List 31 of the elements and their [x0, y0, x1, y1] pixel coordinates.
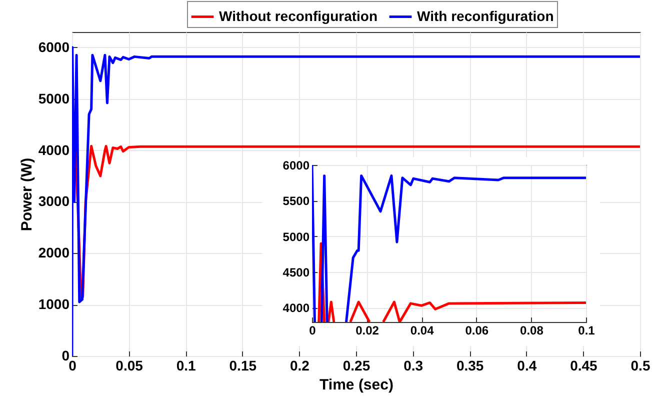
y-tick-label: 3000 [38, 193, 70, 210]
x-tick-label: 0.3 [404, 358, 424, 374]
x-tick-label: 0.05 [116, 358, 144, 374]
x-tick-label: 0.25 [342, 358, 370, 374]
y-tick-label: 4000 [282, 301, 310, 316]
x-tick-label: 0.02 [356, 324, 380, 338]
x-tick-label: 0.5 [630, 358, 650, 374]
y-tick-label: 5000 [38, 90, 70, 106]
y-tick-label: 4000 [38, 142, 70, 158]
x-tick-label: 0.1 [176, 358, 196, 374]
x-tick-label: 0.15 [229, 358, 257, 374]
y-axis-title: Power (W) [18, 158, 36, 232]
x-tick-label: 0.06 [465, 324, 489, 338]
x-tick-label: 0.35 [456, 358, 484, 374]
x-tick-label: 0.45 [570, 358, 598, 374]
x-tick-label: 0.4 [517, 358, 537, 374]
y-tick-label: 1000 [38, 296, 70, 312]
x-tick-label: 0.08 [520, 324, 544, 338]
y-tick-label: 4500 [282, 266, 310, 280]
x-axis-title: Time (sec) [320, 376, 394, 394]
legend-label: Without reconfiguration [219, 8, 378, 24]
x-tick-label: 0.2 [290, 358, 310, 374]
y-tick-label: 2000 [38, 244, 70, 261]
legend-label: With reconfiguration [417, 8, 554, 24]
x-tick-label: 0.1 [578, 324, 596, 338]
x-tick-label: 0.04 [410, 324, 434, 338]
y-tick-label: 6000 [282, 158, 310, 172]
y-tick-label: 6000 [38, 38, 70, 55]
y-tick-label: 0 [62, 348, 70, 364]
y-tick-label: 5500 [282, 194, 310, 208]
y-tick-label: 5000 [282, 230, 310, 244]
